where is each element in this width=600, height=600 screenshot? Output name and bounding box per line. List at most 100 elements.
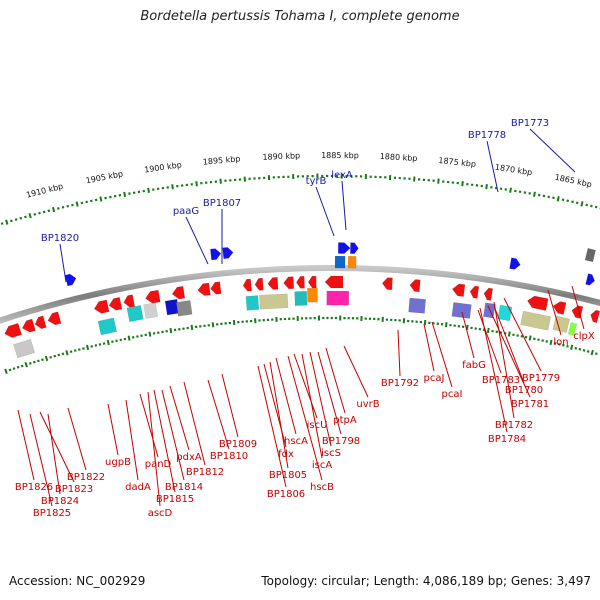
- reverse-leader-line: [29, 413, 53, 507]
- reverse-gene-label: pcaI: [442, 389, 463, 400]
- forward-gene-labels: BP1773 BP1778 lexA tyrB BP1807 paaG BP1820: [41, 118, 576, 283]
- inner-ring-tick: [49, 355, 52, 359]
- reverse-gene-arrow: [145, 289, 161, 304]
- reverse-gene-arrow: [296, 276, 305, 289]
- inner-ring-tick: [507, 331, 511, 337]
- reverse-gene-arrow: [571, 305, 584, 319]
- forward-gene-label: BP1807: [203, 198, 241, 209]
- forward-gene-label: tyrB: [306, 176, 327, 187]
- outer-ring-tick: [19, 216, 23, 220]
- kbp-label: 1870 kbp: [494, 163, 533, 178]
- reverse-gene-arrow: [381, 277, 393, 291]
- reverse-gene-label: BP1792: [381, 378, 419, 389]
- reverse-leader-line: [309, 351, 332, 447]
- inner-ring-tick: [4, 368, 8, 374]
- outer-ring-tick: [38, 211, 41, 215]
- gene-block: [294, 290, 308, 306]
- inner-ring-tick: [86, 344, 90, 351]
- inner-ring-tick: [549, 339, 553, 346]
- outer-ring-tick: [461, 181, 464, 187]
- outer-ring-tick: [5, 219, 9, 225]
- reverse-leader-line: [47, 413, 61, 495]
- map-title: Bordetella pertussis Tohama I, complete …: [140, 9, 460, 24]
- outer-ring-tick: [66, 204, 70, 208]
- inner-ring-tick: [61, 352, 65, 356]
- reverse-gene-arrow: [451, 283, 466, 297]
- inner-ring-tick: [127, 335, 131, 341]
- reverse-leader-line: [461, 311, 475, 359]
- reverse-leader-line: [293, 353, 318, 419]
- forward-gene-arrow: [337, 242, 351, 254]
- reverse-gene-arrow: [21, 318, 36, 333]
- inner-ring-tick: [65, 350, 69, 356]
- gene-block: [451, 302, 472, 319]
- reverse-gene-label: clpX: [573, 331, 595, 342]
- inner-ring-tick: [594, 352, 598, 356]
- reverse-gene-arrow: [307, 275, 317, 289]
- forward-gene-arrow: [210, 248, 222, 261]
- reverse-leader-line: [257, 365, 287, 488]
- reverse-gene-arrow: [283, 276, 295, 290]
- reverse-leader-line: [547, 289, 562, 336]
- reverse-gene-label: lon: [553, 337, 568, 348]
- forward-leader-line: [59, 243, 67, 283]
- outer-ring-tick: [24, 215, 27, 219]
- gene-block: [520, 310, 552, 331]
- reverse-gene-label: iscA: [312, 460, 332, 471]
- outer-ring-tick: [147, 187, 150, 193]
- reverse-gene-label: BP1822: [67, 472, 105, 483]
- outer-ring-tick: [47, 209, 51, 213]
- reverse-gene-arrow: [552, 301, 567, 315]
- reverse-gene-label: iscS: [321, 448, 341, 459]
- forward-gene-label: BP1778: [468, 130, 506, 141]
- gene-block: [567, 322, 578, 336]
- reverse-gene-arrow: [267, 277, 279, 290]
- outer-ring-tick: [485, 184, 488, 190]
- forward-gene-arrow: [585, 273, 596, 286]
- reverse-gene-arrow: [254, 277, 264, 291]
- forward-gene-arrow: [509, 257, 521, 270]
- gene-block: [176, 300, 193, 317]
- reverse-gene-arrow: [93, 299, 110, 314]
- outer-ring-tick: [28, 212, 32, 219]
- reverse-gene-label: BP1815: [156, 494, 194, 505]
- outer-ring-tick: [580, 201, 584, 207]
- reverse-leader-line: [503, 297, 542, 372]
- reverse-gene-label: hscA: [284, 436, 308, 447]
- inner-ring-tick: [41, 358, 44, 362]
- gene-features: [4, 242, 600, 359]
- reverse-leader-line: [17, 409, 35, 481]
- forward-gene-label: BP1773: [511, 118, 549, 129]
- inner-ring-tick: [528, 335, 532, 341]
- outer-ring-tick: [52, 206, 56, 213]
- reverse-gene-arrow: [171, 285, 186, 300]
- inner-ring-tick: [486, 327, 490, 334]
- kbp-label: 1905 kbp: [85, 169, 124, 185]
- inner-ring-tick: [562, 343, 565, 347]
- forward-gene-arrow: [222, 247, 234, 260]
- reverse-gene-label: dadA: [125, 482, 151, 493]
- inner-ring-tick: [32, 360, 36, 364]
- reverse-leader-line: [125, 399, 139, 481]
- forward-leader-line: [529, 128, 576, 173]
- gene-block: [483, 302, 496, 319]
- inner-ring-tick: [57, 353, 61, 357]
- reverse-gene-label: BP1779: [522, 373, 560, 384]
- gene-block: [126, 305, 144, 323]
- kbp-label: 1895 kbp: [202, 154, 240, 166]
- gene-block: [334, 255, 346, 269]
- inner-ring-tick: [444, 322, 448, 328]
- reverse-gene-label: BP1781: [511, 399, 549, 410]
- inner-ring-tick: [16, 365, 20, 369]
- gene-block: [259, 293, 289, 310]
- gene-block: [326, 290, 350, 306]
- inner-ring-tick: [82, 347, 85, 350]
- gene-block: [408, 297, 426, 314]
- outer-ring-tick: [56, 207, 60, 210]
- inner-ring-tick: [465, 324, 469, 330]
- outer-ring-tick: [556, 196, 560, 202]
- reverse-leader-line: [479, 307, 508, 433]
- forward-gene-label: lexA: [331, 170, 353, 181]
